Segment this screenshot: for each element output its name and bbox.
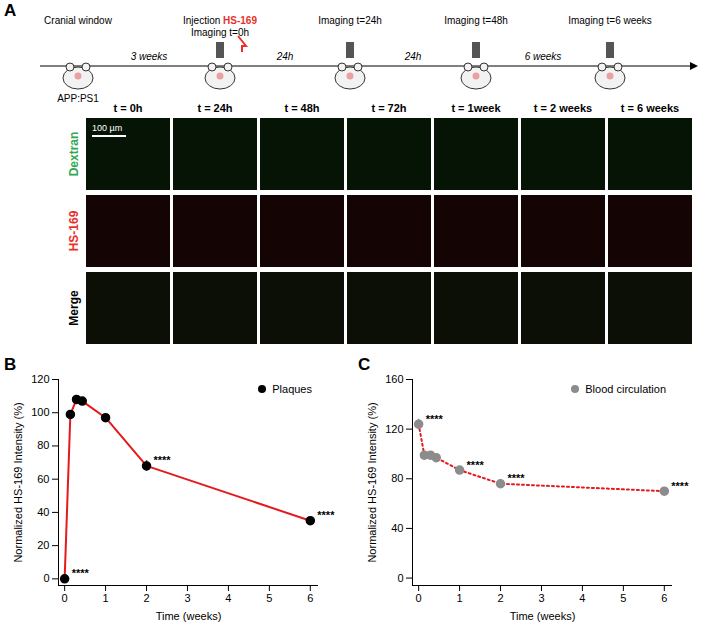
svg-text:Dextran: Dextran — [67, 132, 81, 177]
svg-text:Imaging t=48h: Imaging t=48h — [444, 15, 508, 26]
svg-text:100: 100 — [31, 406, 49, 418]
svg-text:****: **** — [72, 567, 90, 579]
html-text:Plaques: Plaques — [272, 383, 312, 395]
svg-text:4: 4 — [579, 592, 585, 604]
svg-text:80: 80 — [37, 439, 49, 451]
svg-text:****: **** — [426, 413, 444, 425]
svg-text:5: 5 — [620, 592, 626, 604]
svg-text:2: 2 — [143, 592, 149, 604]
html-text:C: C — [358, 355, 371, 374]
svg-text:Injection HS-169: Injection HS-169 — [183, 15, 257, 26]
svg-text:3 weeks: 3 weeks — [131, 51, 168, 62]
svg-text:3: 3 — [538, 592, 544, 604]
svg-text:Imaging t=24h: Imaging t=24h — [318, 15, 382, 26]
svg-text:Imaging t=6 weeks: Imaging t=6 weeks — [568, 15, 652, 26]
svg-text:0: 0 — [397, 572, 403, 584]
svg-text:t = 6 weeks: t = 6 weeks — [621, 102, 679, 114]
svg-text:3: 3 — [184, 592, 190, 604]
svg-text:0: 0 — [416, 592, 422, 604]
svg-text:****: **** — [317, 509, 335, 521]
svg-text:t = 24h: t = 24h — [197, 102, 232, 114]
svg-text:t = 0h: t = 0h — [113, 102, 142, 114]
svg-text:****: **** — [508, 472, 526, 484]
svg-text:160: 160 — [385, 373, 403, 385]
svg-text:120: 120 — [385, 423, 403, 435]
svg-text:****: **** — [467, 459, 485, 471]
svg-text:t = 48h: t = 48h — [284, 102, 319, 114]
svg-text:1: 1 — [457, 592, 463, 604]
svg-text:40: 40 — [391, 522, 403, 534]
svg-text:1: 1 — [103, 592, 109, 604]
svg-text:A: A — [4, 1, 16, 20]
svg-text:24h: 24h — [276, 51, 294, 62]
svg-text:0: 0 — [43, 572, 49, 584]
svg-text:t = 1week: t = 1week — [451, 102, 501, 114]
svg-text:6: 6 — [307, 592, 313, 604]
svg-text:40: 40 — [37, 506, 49, 518]
svg-text:60: 60 — [37, 473, 49, 485]
svg-text:Imaging t=0h: Imaging t=0h — [191, 27, 249, 38]
svg-text:2: 2 — [497, 592, 503, 604]
svg-text:HS-169: HS-169 — [67, 210, 81, 251]
svg-text:Cranial window: Cranial window — [44, 15, 113, 26]
svg-text:Merge: Merge — [67, 290, 81, 326]
svg-text:120: 120 — [31, 373, 49, 385]
svg-text:6: 6 — [661, 592, 667, 604]
svg-text:APP:PS1: APP:PS1 — [57, 93, 99, 104]
svg-text:t = 72h: t = 72h — [371, 102, 406, 114]
svg-text:0: 0 — [62, 592, 68, 604]
svg-text:t = 2 weeks: t = 2 weeks — [534, 102, 592, 114]
html-text:Blood circulation: Blood circulation — [585, 383, 666, 395]
svg-text:24h: 24h — [404, 51, 422, 62]
svg-text:100 µm: 100 µm — [92, 123, 122, 133]
html-text:B: B — [4, 355, 17, 374]
svg-text:Time (weeks): Time (weeks) — [510, 610, 576, 622]
svg-text:6 weeks: 6 weeks — [525, 51, 562, 62]
svg-text:****: **** — [154, 454, 172, 466]
svg-text:4: 4 — [225, 592, 231, 604]
svg-text:****: **** — [671, 480, 689, 492]
svg-text:Normalized HS-169 Intensity (%: Normalized HS-169 Intensity (%) — [366, 402, 378, 562]
svg-text:5: 5 — [266, 592, 272, 604]
svg-text:20: 20 — [37, 539, 49, 551]
svg-text:Time (weeks): Time (weeks) — [156, 610, 222, 622]
svg-text:Normalized HS-169 Intensity (%: Normalized HS-169 Intensity (%) — [12, 402, 24, 562]
svg-text:80: 80 — [391, 472, 403, 484]
